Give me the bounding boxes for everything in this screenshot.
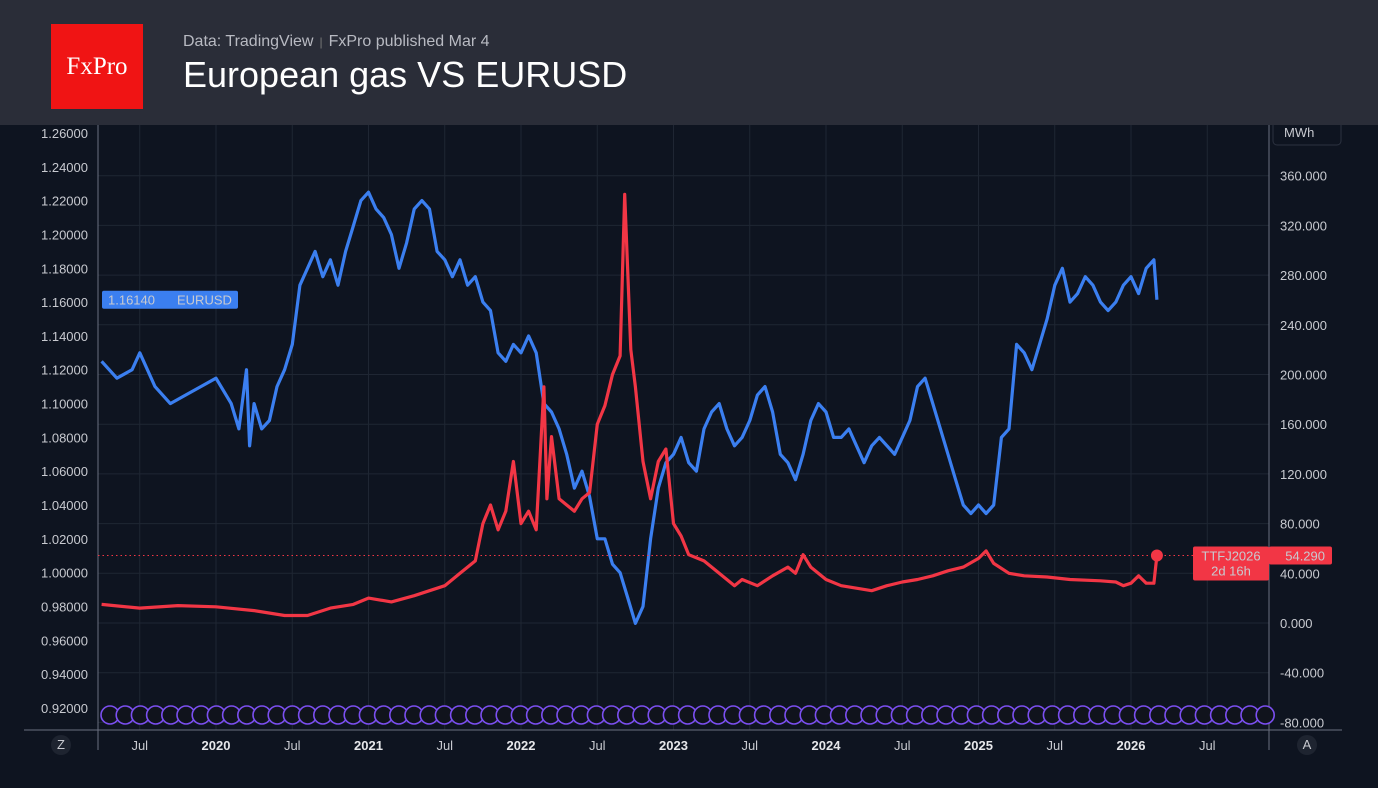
right-axis-tick: 120.000 — [1280, 467, 1327, 482]
x-axis-tick: Jul — [741, 738, 758, 753]
right-axis-tick: 200.000 — [1280, 368, 1327, 383]
left-axis-tick: 0.92000 — [41, 701, 88, 716]
x-axis-tick: Jul — [589, 738, 606, 753]
x-axis-tick: 2023 — [659, 738, 688, 753]
auto-scale-label: A — [1303, 737, 1312, 752]
right-axis-tick: 360.000 — [1280, 169, 1327, 184]
left-axis-tick: 1.10000 — [41, 397, 88, 412]
left-axis-tick: 1.08000 — [41, 430, 88, 445]
left-axis-tick: 1.18000 — [41, 261, 88, 276]
right-axis-tick: -80.000 — [1280, 715, 1324, 730]
right-axis-tick: -40.000 — [1280, 666, 1324, 681]
x-axis-tick: Jul — [284, 738, 301, 753]
series-line-eurusd — [100, 190, 1159, 625]
right-axis-tick: 80.000 — [1280, 517, 1320, 532]
left-axis-tick: 1.00000 — [41, 566, 88, 581]
right-axis-tick: 240.000 — [1280, 318, 1327, 333]
series-line-ttfj2026 — [101, 192, 1159, 618]
x-axis-tick: 2025 — [964, 738, 993, 753]
left-axis-tick: 1.16000 — [41, 295, 88, 310]
auto-scale-button[interactable] — [1297, 735, 1317, 755]
left-axis-tick: 1.20000 — [41, 227, 88, 242]
gas-price-label-bg — [1269, 546, 1332, 565]
unit-label: MWh — [1284, 125, 1314, 140]
right-axis-tick: 160.000 — [1280, 417, 1327, 432]
gas-price-label: 54.290 — [1285, 549, 1325, 564]
right-axis-tick: 0.000 — [1280, 616, 1313, 631]
x-axis-tick: Jul — [894, 738, 911, 753]
published-text: FxPro published Mar 4 — [328, 33, 490, 50]
event-marker-icon[interactable] — [1255, 705, 1275, 725]
z-button-label: Z — [57, 737, 65, 752]
gas-countdown-label: 2d 16h — [1211, 564, 1251, 579]
subtitle: Data: TradingView | FxPro published Mar 4 — [183, 33, 490, 51]
chart[interactable]: 1.26000 1.24000 1.22000 1.20000 1.18000 1.160… — [0, 125, 1378, 788]
eurusd-name-label: EURUSD — [177, 293, 232, 308]
left-axis-tick: 1.24000 — [41, 160, 88, 175]
left-axis-tick: 1.14000 — [41, 329, 88, 344]
eurusd-price-label: 1.16140 — [108, 293, 155, 308]
source-text: Data: TradingView — [183, 33, 314, 50]
left-axis-tick: 0.94000 — [41, 667, 88, 682]
x-axis-tick: 2021 — [354, 738, 383, 753]
x-axis-tick: Jul — [1199, 738, 1216, 753]
separator: | — [319, 35, 323, 49]
gas-name-label: TTFJ2026 — [1201, 549, 1260, 564]
left-axis-tick: 1.26000 — [41, 126, 88, 141]
left-axis-tick: 1.06000 — [41, 464, 88, 479]
logo-text: FxPro — [66, 52, 128, 80]
right-axis-tick: 40.000 — [1280, 566, 1320, 581]
left-axis-tick: 1.22000 — [41, 194, 88, 209]
header: FxPro Data: TradingView | FxPro published … — [0, 0, 1378, 125]
left-axis-tick: 1.02000 — [41, 532, 88, 547]
x-axis-tick: 2024 — [812, 738, 842, 753]
right-axis-tick: 320.000 — [1280, 218, 1327, 233]
x-axis-tick: Jul — [131, 738, 148, 753]
eurusd-label-bg — [102, 290, 238, 309]
x-axis-tick: 2022 — [507, 738, 536, 753]
fxpro-logo: FxPro — [51, 24, 143, 109]
left-axis-tick: 0.98000 — [41, 599, 88, 614]
z-button[interactable] — [51, 735, 71, 755]
left-axis-tick: 1.12000 — [41, 363, 88, 378]
unit-box — [1272, 125, 1342, 146]
x-axis-tick: 2026 — [1117, 738, 1146, 753]
gas-last-point — [1150, 549, 1163, 562]
x-axis-tick: 2020 — [202, 738, 231, 753]
page-title: European gas VS EURUSD — [183, 54, 628, 95]
x-axis-tick: Jul — [436, 738, 453, 753]
left-axis-tick: 1.04000 — [41, 498, 88, 513]
left-axis-tick: 0.96000 — [41, 633, 88, 648]
right-axis-tick: 280.000 — [1280, 268, 1327, 283]
gas-name-label-bg — [1193, 546, 1269, 581]
x-axis-tick: Jul — [1046, 738, 1063, 753]
